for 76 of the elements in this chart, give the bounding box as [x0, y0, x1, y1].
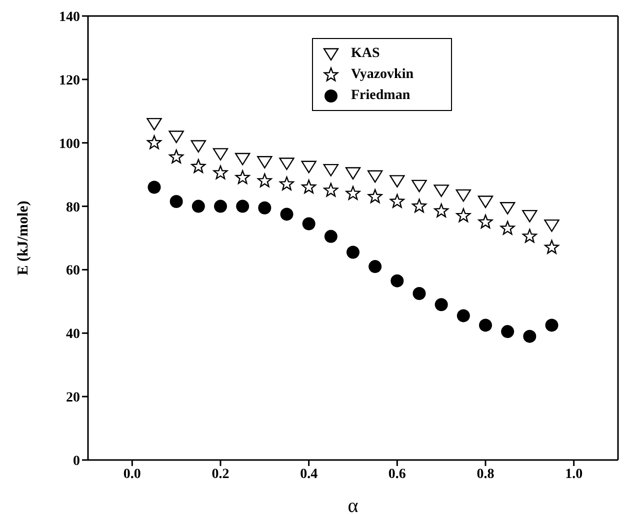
- point: [522, 228, 537, 243]
- y-tick-label: 40: [66, 327, 80, 342]
- x-tick-label: 0.8: [476, 466, 494, 482]
- point: [323, 164, 339, 176]
- point: [434, 298, 448, 312]
- y-tick-label: 80: [66, 200, 80, 216]
- point: [544, 219, 560, 232]
- x-tick-label: 0.2: [212, 466, 230, 482]
- point: [390, 194, 404, 208]
- point: [324, 230, 338, 243]
- point: [324, 182, 338, 197]
- point: [169, 150, 184, 164]
- point: [434, 203, 449, 218]
- y-tick-label: 20: [66, 390, 80, 406]
- point: [456, 309, 470, 322]
- y-tick-label: 0: [73, 454, 80, 469]
- point: [212, 148, 228, 161]
- point: [390, 175, 405, 188]
- point: [170, 195, 183, 208]
- x-tick-label: 0.6: [388, 466, 406, 482]
- point: [279, 158, 294, 170]
- x-tick-label: 0.0: [123, 466, 141, 482]
- point: [257, 156, 272, 168]
- point: [544, 240, 560, 254]
- point: [501, 325, 514, 338]
- point: [368, 189, 382, 204]
- point: [213, 165, 228, 180]
- point: [478, 196, 494, 208]
- point: [279, 176, 294, 190]
- point: [280, 208, 294, 221]
- point: [235, 170, 250, 184]
- point: [412, 287, 426, 300]
- point: [214, 200, 227, 213]
- point: [456, 189, 472, 202]
- point: [302, 180, 316, 194]
- point: [368, 260, 382, 274]
- point: [522, 210, 538, 222]
- point: [234, 152, 250, 166]
- y-tick-label: 60: [66, 264, 80, 279]
- legend-label: Friedman: [351, 88, 410, 104]
- point: [190, 140, 206, 153]
- point: [346, 246, 360, 259]
- point: [390, 274, 404, 288]
- y-axis-title: E (kJ/mole): [15, 200, 32, 276]
- point: [367, 170, 383, 183]
- point: [412, 198, 427, 213]
- point: [168, 130, 184, 144]
- point: [479, 318, 492, 332]
- point: [148, 180, 161, 194]
- point: [478, 214, 493, 228]
- point: [258, 201, 272, 214]
- point: [500, 202, 516, 214]
- point: [236, 200, 250, 213]
- y-tick-label: 100: [59, 136, 80, 152]
- legend-label: Vyazovkin: [351, 66, 414, 82]
- point: [500, 220, 515, 235]
- point: [346, 186, 360, 200]
- point: [146, 118, 162, 130]
- legend-label: KAS: [351, 46, 380, 62]
- point: [523, 330, 536, 343]
- point: [412, 180, 427, 192]
- point: [146, 135, 162, 150]
- x-axis-title: α: [348, 495, 359, 514]
- point: [456, 208, 471, 222]
- point: [191, 159, 206, 173]
- y-tick-label: 120: [59, 73, 80, 88]
- point: [192, 200, 205, 213]
- point: [301, 160, 316, 174]
- point: [257, 173, 272, 188]
- x-tick-label: 1.0: [565, 466, 583, 482]
- point: [434, 184, 449, 197]
- x-tick-label: 0.4: [300, 466, 318, 482]
- point: [545, 318, 558, 332]
- point: [302, 217, 316, 230]
- y-tick-label: 140: [59, 10, 80, 25]
- point: [345, 167, 361, 180]
